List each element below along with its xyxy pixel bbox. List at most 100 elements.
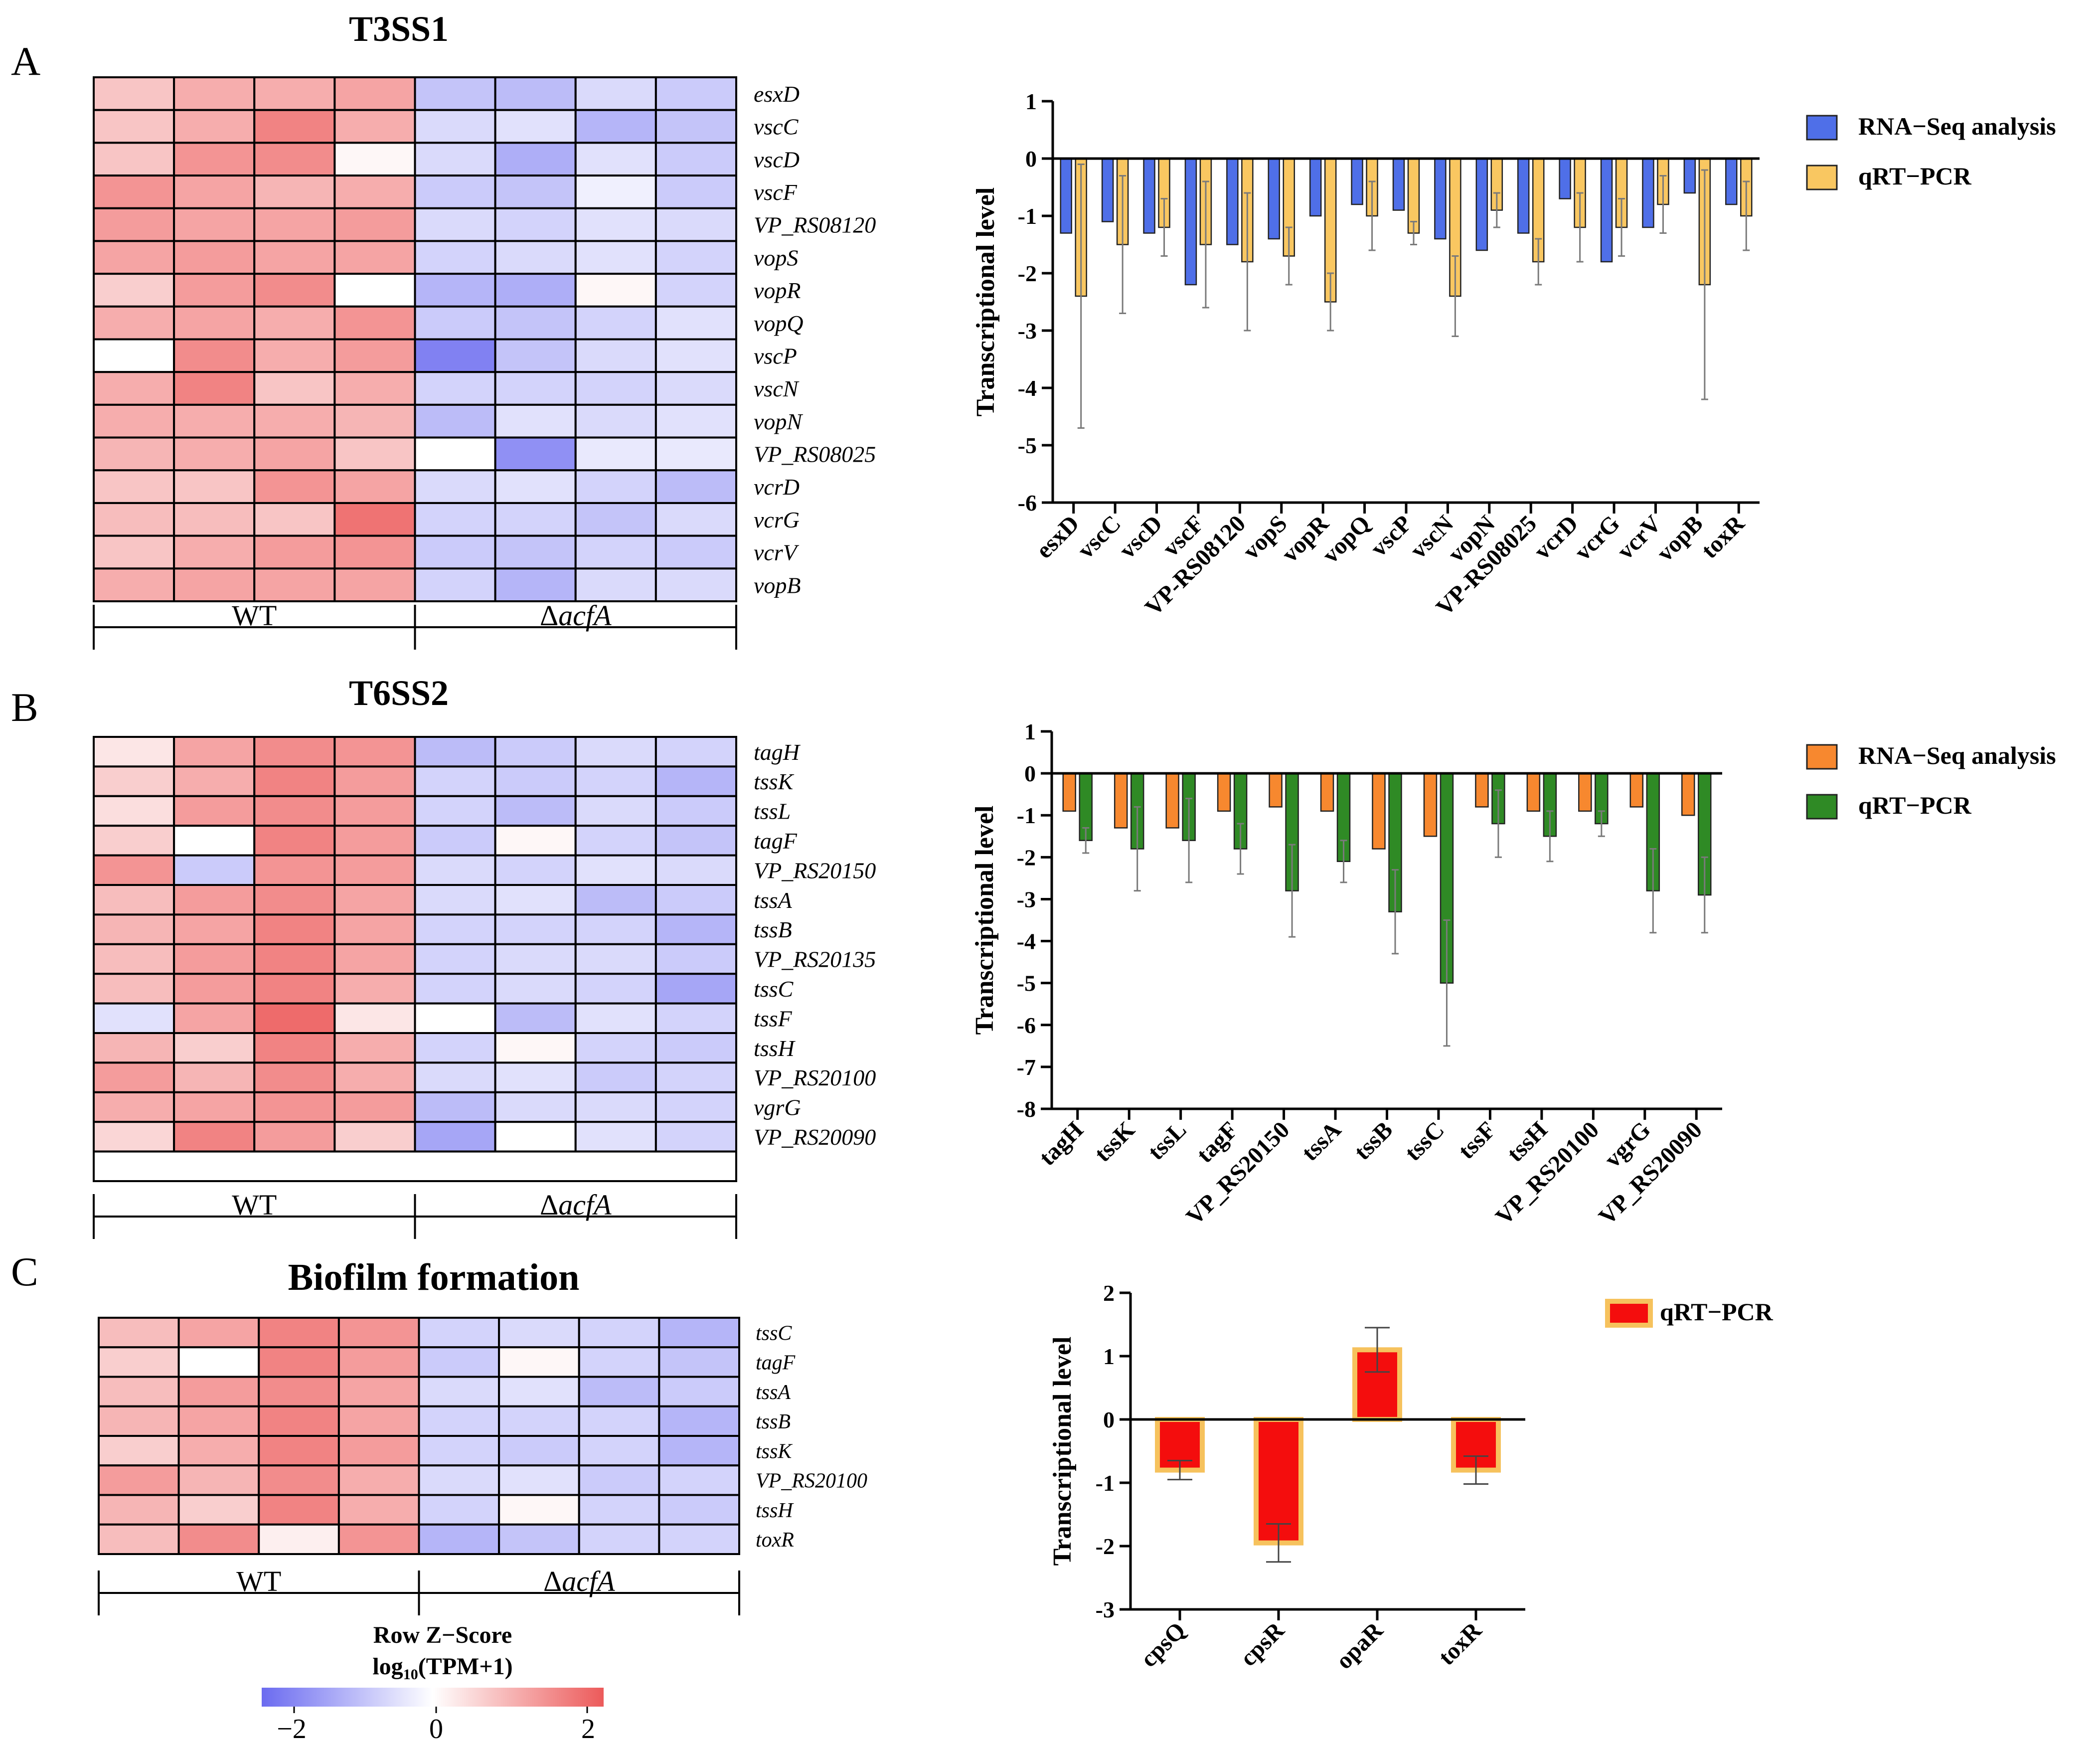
heatmap-cell <box>418 1464 500 1496</box>
heatmap-cell <box>654 1002 737 1034</box>
heatmap-cell <box>414 338 496 373</box>
heatmap-cell <box>333 884 416 916</box>
heatmap-cell <box>494 436 577 472</box>
bar <box>1559 158 1571 199</box>
heatmap-cell <box>574 765 657 797</box>
heatmap-cell <box>414 765 496 797</box>
heatmap-cell <box>253 1032 336 1064</box>
y-tick-label: -4 <box>1018 375 1037 401</box>
heatmap-cell <box>173 76 256 111</box>
heatmap-cell <box>333 338 416 373</box>
heatmap-cell <box>93 765 175 797</box>
heatmap-cell <box>98 1317 180 1349</box>
heatmap-cell <box>253 1002 336 1034</box>
x-tick-label: vscC <box>1073 510 1126 563</box>
heatmap-cell <box>93 240 175 275</box>
heatmap-row-label: vopN <box>754 409 803 434</box>
x-tick-label: tssB <box>1349 1116 1398 1165</box>
heatmap-cell <box>574 1002 657 1034</box>
x-tick-label: tssK <box>1089 1116 1140 1167</box>
heatmap-cell <box>414 371 496 406</box>
x-tick-label: tssL <box>1143 1116 1192 1165</box>
heatmap-cell <box>494 1091 577 1123</box>
colorbar-title: Row Z−Score <box>373 1622 512 1648</box>
heatmap-cell <box>654 736 737 768</box>
heatmap-cell <box>414 502 496 537</box>
heatmap-cell <box>578 1405 660 1437</box>
heatmap-cell <box>177 1376 260 1407</box>
x-tick-label: vcrV <box>1612 510 1666 564</box>
heatmap-row-label: tssH <box>756 1499 794 1522</box>
heatmap-cell <box>253 884 336 916</box>
heatmap-cell <box>98 1435 180 1467</box>
heatmap-cell <box>574 76 657 111</box>
heatmap-cell <box>333 567 416 602</box>
heatmap-cell <box>654 567 737 602</box>
heatmap-cell <box>173 534 256 570</box>
heatmap-cell <box>98 1376 180 1407</box>
heatmap-cell <box>337 1346 420 1378</box>
heatmap-row-label: vscF <box>754 179 798 205</box>
heatmap-cell <box>654 403 737 439</box>
heatmap-row-label: tssK <box>754 769 795 794</box>
heatmap-cell <box>173 1002 256 1034</box>
heatmap-cell <box>578 1523 660 1555</box>
heatmap-cell <box>253 1091 336 1123</box>
heatmap-cell <box>93 943 175 975</box>
heatmap-cell <box>333 207 416 242</box>
heatmap-cell <box>414 884 496 916</box>
y-tick-label: 0 <box>1103 1407 1115 1432</box>
heatmap-cell <box>494 240 577 275</box>
panel-letter: B <box>11 685 38 730</box>
heatmap-cell <box>494 973 577 1005</box>
heatmap-cell <box>574 854 657 886</box>
legend-swatch <box>1806 165 1838 190</box>
heatmap-cell <box>414 1061 496 1093</box>
colorbar-subtitle: log10(TPM+1) <box>372 1653 512 1683</box>
heatmap-cell <box>93 913 175 945</box>
heatmap-row-label: VP_RS20150 <box>754 858 876 883</box>
x-tick-label: vopQ <box>1317 510 1376 568</box>
heatmap-cell <box>258 1435 340 1467</box>
heatmap-cell <box>253 305 336 341</box>
heatmap-row-label: vopB <box>754 572 801 598</box>
bar <box>1578 772 1592 812</box>
heatmap-cell <box>654 502 737 537</box>
legend-label: qRT−PCR <box>1858 162 1972 190</box>
heatmap-row-label: tssK <box>756 1440 793 1463</box>
heatmap-cell <box>654 765 737 797</box>
heatmap-cell <box>414 1002 496 1034</box>
heatmap-cell <box>494 502 577 537</box>
x-tick-label: cpsR <box>1235 1616 1290 1671</box>
colorbar-label-max: 2 <box>581 1714 595 1745</box>
heatmap-cell <box>253 469 336 504</box>
bar <box>1226 158 1239 245</box>
bar-chart-A <box>1042 100 1838 514</box>
legend-label: RNA−Seq analysis <box>1858 112 2056 140</box>
heatmap-cell <box>494 534 577 570</box>
heatmap-cell <box>93 1032 175 1064</box>
heatmap-cell <box>574 534 657 570</box>
heatmap-cell <box>578 1317 660 1349</box>
heatmap-row-label: vgrG <box>754 1095 801 1120</box>
heatmap-cell <box>494 795 577 827</box>
heatmap-row-label: tssB <box>756 1410 791 1433</box>
heatmap-cell <box>173 765 256 797</box>
heatmap-cell <box>333 1121 416 1153</box>
heatmap-cell <box>93 371 175 406</box>
heatmap-C <box>98 1317 740 1615</box>
heatmap-cell <box>494 854 577 886</box>
heatmap-row-label: tssF <box>754 1006 793 1031</box>
heatmap-cell <box>173 175 256 209</box>
y-tick-label: -1 <box>1096 1470 1115 1496</box>
heatmap-cell <box>333 854 416 886</box>
bar <box>1309 158 1322 217</box>
heatmap-cell <box>337 1317 420 1349</box>
bar <box>1143 158 1155 234</box>
heatmap-cell <box>574 736 657 768</box>
heatmap-row-label: tagF <box>756 1352 796 1375</box>
heatmap-cell <box>658 1464 740 1496</box>
heatmap-cell <box>414 142 496 177</box>
heatmap-cell <box>253 736 336 768</box>
